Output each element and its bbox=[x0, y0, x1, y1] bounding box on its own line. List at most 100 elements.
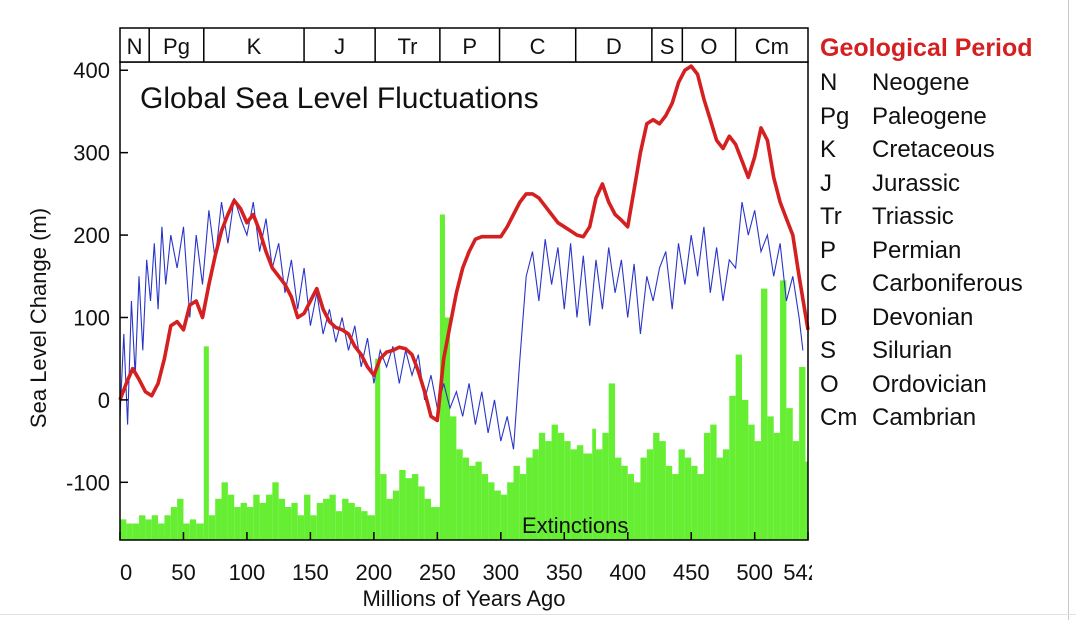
legend-abbr: P bbox=[820, 236, 837, 264]
legend-item-paleogene: Pg Paleogene bbox=[820, 100, 1070, 134]
extinction-bar bbox=[805, 461, 808, 540]
period-label: J bbox=[334, 34, 345, 59]
extinction-bar bbox=[716, 457, 723, 540]
legend-item-neogene: N Neogene bbox=[820, 66, 1070, 100]
x-tick-label: 500 bbox=[736, 560, 773, 585]
period-label: Cm bbox=[755, 34, 789, 59]
extinction-bar bbox=[208, 515, 216, 540]
extinction-bar bbox=[684, 457, 692, 540]
extinction-bar bbox=[424, 498, 431, 540]
frame-border-bottom bbox=[0, 614, 1076, 615]
extinction-bar bbox=[786, 408, 793, 540]
extinction-bar bbox=[602, 432, 609, 540]
x-axis: 0 50 100 150 200 250 300 350 400 450 500 542 bbox=[119, 532, 812, 585]
extinctions-label: Extinctions bbox=[522, 513, 628, 538]
extinction-bar bbox=[576, 445, 584, 540]
extinction-bar bbox=[399, 469, 406, 540]
x-axis-label: Millions of Years Ago bbox=[362, 586, 565, 611]
extinction-bar bbox=[513, 465, 520, 540]
extinction-bar bbox=[304, 494, 311, 540]
legend-abbr: J bbox=[820, 169, 832, 197]
x-tick-label: 200 bbox=[356, 560, 393, 585]
period-label: K bbox=[247, 34, 262, 59]
legend-item-silurian: S Silurian bbox=[820, 334, 1070, 368]
extinction-bar bbox=[507, 482, 514, 540]
legend-abbr: Tr bbox=[820, 203, 842, 230]
legend-item-devonian: D Devonian bbox=[820, 301, 1070, 335]
x-tick-label: 50 bbox=[171, 560, 195, 585]
legend-item-triassic: Tr Triassic bbox=[820, 200, 1070, 234]
extinction-bar bbox=[342, 498, 349, 540]
extinction-bar bbox=[488, 482, 495, 540]
period-label: C bbox=[530, 34, 546, 59]
extinction-bar bbox=[329, 494, 336, 540]
legend-abbr: C bbox=[820, 270, 838, 297]
extinction-bar bbox=[392, 490, 400, 540]
extinction-bar bbox=[164, 515, 171, 540]
extinction-bar bbox=[177, 498, 184, 540]
legend-abbr: S bbox=[820, 337, 837, 364]
legend-item-cambrian: Cm Cambrian bbox=[820, 401, 1070, 435]
y-tick-label: 200 bbox=[73, 223, 110, 248]
extinction-bar bbox=[380, 474, 387, 540]
extinction-bar bbox=[703, 432, 711, 540]
extinction-bar bbox=[203, 346, 209, 540]
extinction-bar bbox=[475, 461, 482, 540]
extinction-bar bbox=[697, 474, 704, 540]
extinction-bar bbox=[291, 502, 298, 540]
x-tick-label: 350 bbox=[546, 560, 583, 585]
extinction-bar bbox=[183, 523, 190, 540]
extinction-bar bbox=[545, 441, 552, 540]
legend-abbr: Pg bbox=[820, 102, 850, 130]
extinction-bar bbox=[348, 502, 355, 540]
extinction-bar bbox=[456, 449, 463, 540]
extinction-bar bbox=[665, 465, 673, 540]
extinction-bar bbox=[386, 498, 393, 540]
extinction-bar bbox=[278, 498, 286, 540]
extinction-bar bbox=[335, 511, 343, 540]
x-tick-label: 450 bbox=[673, 560, 710, 585]
extinction-bar bbox=[767, 416, 774, 540]
extinction-bar bbox=[151, 515, 159, 540]
y-axis-label: Sea Level Change (m) bbox=[26, 208, 51, 428]
extinction-bar bbox=[741, 399, 749, 540]
extinction-bar bbox=[418, 486, 425, 540]
extinction-bar bbox=[653, 432, 660, 540]
extinction-bar bbox=[126, 523, 133, 540]
extinction-bar bbox=[735, 354, 742, 540]
y-tick-label: 100 bbox=[73, 305, 110, 330]
legend-period-name: Jurassic bbox=[872, 169, 961, 197]
extinction-bar bbox=[297, 515, 305, 540]
frame-border-right bbox=[1068, 0, 1069, 620]
extinction-bar bbox=[310, 515, 317, 540]
extinction-bar bbox=[430, 507, 440, 540]
extinction-bar bbox=[234, 507, 241, 540]
extinction-bar bbox=[139, 515, 146, 540]
extinction-bar bbox=[170, 507, 178, 540]
legend-item-jurassic: J Jurassic bbox=[820, 167, 1070, 201]
extinction-bar bbox=[158, 523, 165, 540]
extinction-bar bbox=[462, 457, 470, 540]
extinction-bar bbox=[722, 449, 730, 540]
extinction-bar bbox=[570, 449, 577, 540]
extinction-bar bbox=[469, 465, 476, 540]
sea-level-chart: N Pg K J Tr P C D S O Cm Global Sea Level Fluctuat… bbox=[26, 27, 812, 611]
period-label: Pg bbox=[163, 34, 190, 59]
extinction-bar bbox=[710, 424, 717, 540]
extinction-bar bbox=[634, 482, 641, 540]
extinction-bar bbox=[221, 482, 228, 540]
extinction-bar bbox=[246, 507, 254, 540]
extinction-bar bbox=[132, 523, 140, 540]
period-label: O bbox=[700, 34, 717, 59]
extinction-bar bbox=[481, 474, 489, 540]
legend-item-permian: P Permian bbox=[820, 234, 1070, 268]
period-label: Tr bbox=[398, 34, 418, 59]
extinction-bar bbox=[120, 519, 127, 540]
extinction-bar bbox=[640, 457, 647, 540]
legend-period-name: Paleogene bbox=[872, 102, 987, 130]
extinction-bar bbox=[799, 366, 806, 540]
extinction-bar bbox=[253, 494, 260, 540]
legend-title: Geological Period bbox=[820, 34, 1033, 62]
x-tick-label: 150 bbox=[292, 560, 329, 585]
extinction-bar bbox=[145, 519, 152, 540]
